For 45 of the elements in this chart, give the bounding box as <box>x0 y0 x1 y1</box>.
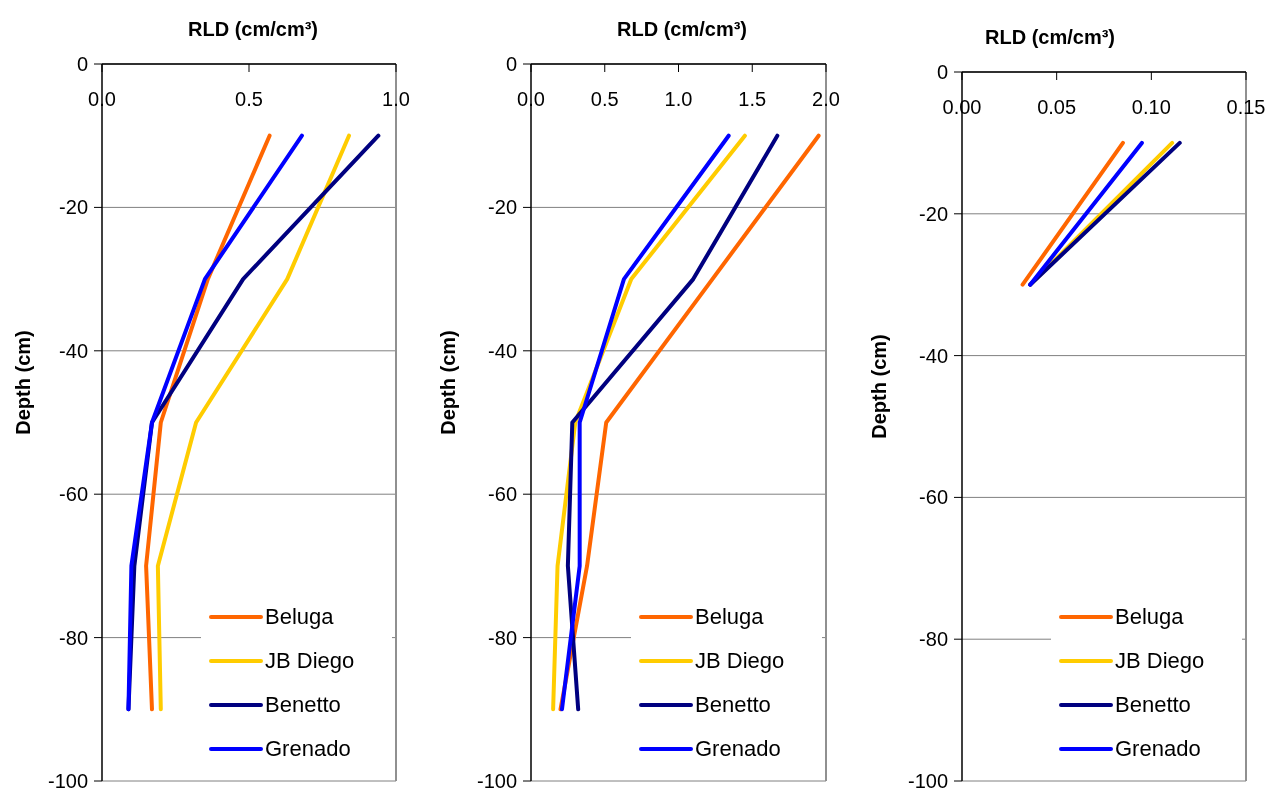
y-tick-label: -100 <box>47 770 88 791</box>
chart-title: RLD (cm/cm³) <box>616 18 748 40</box>
legend-label: JB Diego <box>1115 648 1205 673</box>
y-tick-label: 0 <box>76 53 88 75</box>
y-tick-label: -20 <box>59 196 88 219</box>
x-tick-label: 0.05 <box>1037 96 1077 118</box>
y-tick-label: 0 <box>936 61 948 83</box>
y-tick-label: -60 <box>488 483 517 506</box>
legend-label: JB Diego <box>265 648 355 673</box>
x-tick-label: 1.5 <box>738 88 767 110</box>
y-tick-label: -80 <box>488 626 517 649</box>
y-tick-label: -40 <box>919 344 948 367</box>
y-tick-label: -40 <box>488 339 517 362</box>
y-tick-label: -80 <box>919 628 948 651</box>
y-tick-label: -40 <box>59 339 88 362</box>
y-tick-label: -100 <box>907 770 948 791</box>
legend-label: Grenado <box>1115 736 1201 761</box>
y-tick-label: -60 <box>59 483 88 506</box>
legend-label: Grenado <box>695 736 781 761</box>
x-tick-label: 0.5 <box>590 88 619 110</box>
chart-title: RLD (cm/cm³) <box>984 26 1116 48</box>
legend-label: JB Diego <box>695 648 785 673</box>
y-tick-label: -60 <box>919 486 948 509</box>
y-tick-label: -20 <box>919 202 948 225</box>
x-tick-label: 1.0 <box>664 88 693 110</box>
legend-label: Grenado <box>265 736 351 761</box>
y-tick-label: 0 <box>505 53 517 75</box>
chart-title: RLD (cm/cm³) <box>187 18 319 40</box>
y-tick-label: -20 <box>488 196 517 219</box>
legend-label: Benetto <box>265 692 341 717</box>
y-axis-title: Depth (cm) <box>437 330 459 435</box>
y-axis-title: Depth (cm) <box>868 334 890 439</box>
x-tick-label: 1.0 <box>382 88 410 110</box>
legend-label: Beluga <box>695 604 765 629</box>
x-tick-label: 2.0 <box>812 88 840 110</box>
legend-label: Benetto <box>695 692 771 717</box>
legend-label: Benetto <box>1115 692 1191 717</box>
x-tick-label: 0.10 <box>1131 96 1171 118</box>
y-tick-label: -100 <box>476 770 517 791</box>
legend-label: Beluga <box>1115 604 1185 629</box>
x-tick-label: 0.5 <box>235 88 263 110</box>
y-axis-title: Depth (cm) <box>12 330 34 435</box>
y-tick-label: -80 <box>59 626 88 649</box>
legend-label: Beluga <box>265 604 335 629</box>
x-tick-label: 0.15 <box>1226 96 1266 118</box>
